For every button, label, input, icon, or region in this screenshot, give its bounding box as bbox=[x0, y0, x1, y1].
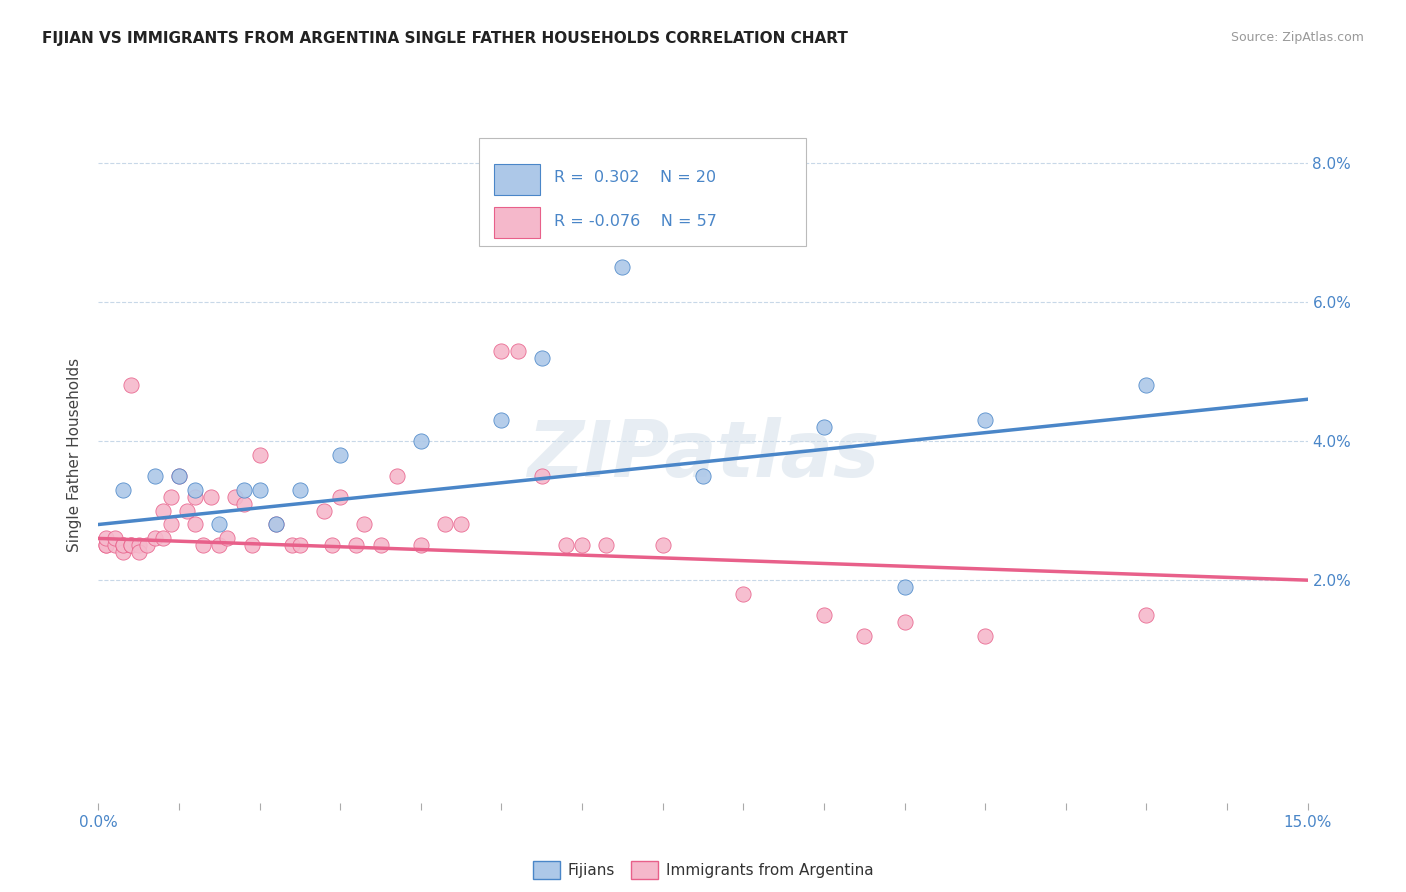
Point bbox=[208, 538, 231, 552]
Y-axis label: Single Father Households: Single Father Households bbox=[67, 358, 83, 552]
Point bbox=[281, 538, 304, 552]
Point bbox=[200, 490, 222, 504]
Point bbox=[370, 538, 392, 552]
Point bbox=[120, 378, 142, 392]
Point bbox=[264, 517, 287, 532]
Point bbox=[120, 538, 142, 552]
Point bbox=[813, 420, 835, 434]
Point bbox=[249, 448, 271, 462]
Point bbox=[353, 517, 375, 532]
Point bbox=[506, 343, 529, 358]
Point bbox=[409, 434, 432, 448]
Point bbox=[450, 517, 472, 532]
Legend: Fijians, Immigrants from Argentina: Fijians, Immigrants from Argentina bbox=[527, 855, 879, 886]
Point bbox=[893, 615, 915, 629]
Point bbox=[208, 517, 231, 532]
Text: FIJIAN VS IMMIGRANTS FROM ARGENTINA SINGLE FATHER HOUSEHOLDS CORRELATION CHART: FIJIAN VS IMMIGRANTS FROM ARGENTINA SING… bbox=[42, 31, 848, 46]
Point bbox=[555, 538, 578, 552]
Point bbox=[135, 538, 157, 552]
Point bbox=[974, 413, 997, 427]
Point bbox=[1135, 607, 1157, 622]
Point bbox=[288, 538, 311, 552]
Text: ZIPatlas: ZIPatlas bbox=[527, 417, 879, 493]
Point bbox=[409, 538, 432, 552]
Point bbox=[344, 538, 367, 552]
Point bbox=[595, 538, 617, 552]
Point bbox=[232, 483, 254, 497]
Point bbox=[184, 483, 207, 497]
Point bbox=[111, 538, 134, 552]
Point bbox=[128, 538, 150, 552]
Point bbox=[111, 545, 134, 559]
Point bbox=[651, 538, 673, 552]
Point bbox=[240, 538, 263, 552]
Point bbox=[853, 629, 876, 643]
Point bbox=[571, 538, 593, 552]
Point bbox=[224, 490, 246, 504]
Point bbox=[249, 483, 271, 497]
Point bbox=[128, 545, 150, 559]
Point bbox=[120, 538, 142, 552]
FancyBboxPatch shape bbox=[494, 207, 540, 238]
Point bbox=[184, 490, 207, 504]
Text: R = -0.076    N = 57: R = -0.076 N = 57 bbox=[554, 213, 717, 228]
Point bbox=[160, 490, 183, 504]
Point bbox=[530, 351, 553, 365]
Point bbox=[184, 517, 207, 532]
Text: Source: ZipAtlas.com: Source: ZipAtlas.com bbox=[1230, 31, 1364, 45]
Point bbox=[111, 538, 134, 552]
Point bbox=[491, 343, 513, 358]
Point bbox=[96, 538, 118, 552]
Point bbox=[103, 538, 125, 552]
FancyBboxPatch shape bbox=[479, 138, 806, 246]
FancyBboxPatch shape bbox=[494, 164, 540, 194]
Point bbox=[217, 532, 239, 546]
Point bbox=[329, 490, 352, 504]
Point bbox=[434, 517, 457, 532]
Point bbox=[232, 497, 254, 511]
Point bbox=[152, 503, 174, 517]
Point bbox=[314, 503, 336, 517]
Point bbox=[733, 587, 755, 601]
Text: R =  0.302    N = 20: R = 0.302 N = 20 bbox=[554, 170, 717, 186]
Point bbox=[111, 483, 134, 497]
Point bbox=[160, 517, 183, 532]
Point bbox=[167, 468, 190, 483]
Point bbox=[530, 468, 553, 483]
Point bbox=[143, 468, 166, 483]
Point bbox=[143, 532, 166, 546]
Point bbox=[329, 448, 352, 462]
Point bbox=[96, 538, 118, 552]
Point bbox=[385, 468, 408, 483]
Point bbox=[96, 532, 118, 546]
Point bbox=[974, 629, 997, 643]
Point bbox=[193, 538, 215, 552]
Point bbox=[692, 468, 714, 483]
Point bbox=[612, 260, 634, 274]
Point bbox=[1135, 378, 1157, 392]
Point bbox=[264, 517, 287, 532]
Point bbox=[152, 532, 174, 546]
Point bbox=[813, 607, 835, 622]
Point bbox=[103, 532, 125, 546]
Point bbox=[893, 580, 915, 594]
Point bbox=[321, 538, 343, 552]
Point bbox=[288, 483, 311, 497]
Point bbox=[491, 413, 513, 427]
Point bbox=[167, 468, 190, 483]
Point bbox=[176, 503, 198, 517]
